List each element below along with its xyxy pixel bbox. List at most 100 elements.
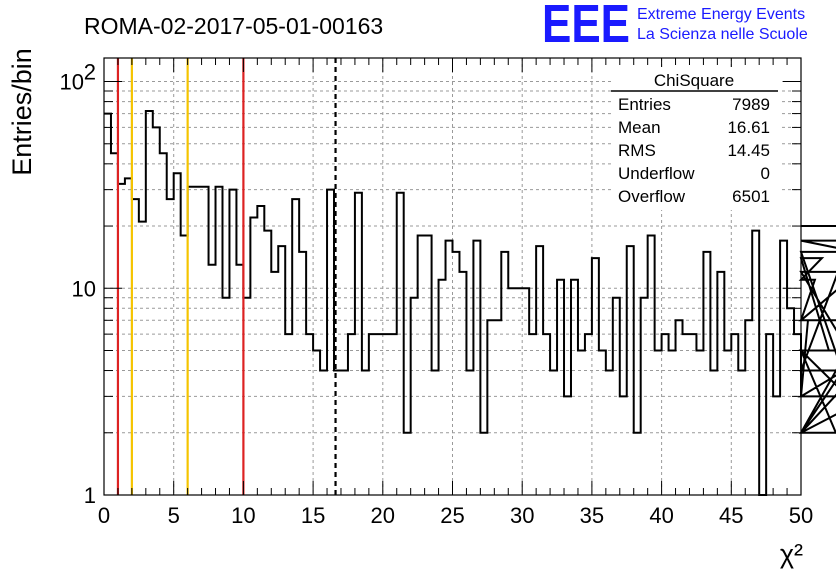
y-tick-label-exponent: 2 [84,60,96,85]
histogram-bin [696,351,703,495]
histogram-bin [752,231,759,495]
histogram-bin [355,193,362,495]
histogram-bin [383,334,390,495]
x-tick-label: 0 [98,503,110,528]
histogram-bin [167,199,174,495]
histogram-bin [599,351,606,495]
histogram-bin [369,334,376,495]
histogram-bin [689,334,696,495]
histogram-bin [564,396,571,495]
logo-eee: EEE [542,0,630,54]
histogram-bin [348,334,355,495]
histogram-bin [592,258,599,495]
histogram-bin [271,272,278,495]
histogram-bin [153,127,160,495]
histogram-bin [634,433,641,495]
histogram-bin [202,187,209,495]
x-tick-label: 5 [168,503,180,528]
histogram-bin [306,334,313,495]
stats-title: ChiSquare [654,71,734,90]
x-tick-label: 40 [649,503,673,528]
stats-box: ChiSquare Entries 7989 Mean 16.61 RMS 14.45 Un… [611,67,779,210]
histogram-bin [773,396,780,495]
histogram-bin [446,241,453,495]
histogram-bin [494,320,501,495]
stats-value: 7989 [732,95,770,114]
histogram-bin [160,153,167,495]
histogram-bin [780,241,787,495]
histogram-bin [515,288,522,495]
histogram-bin [418,236,425,495]
histogram-bin [473,241,480,495]
histogram-bin [508,288,515,495]
histogram-bin [425,236,432,495]
histogram-bin [543,334,550,495]
stats-label: Entries [618,95,671,114]
x-tick-label: 45 [719,503,743,528]
stats-value: 6501 [732,187,770,206]
histogram-bin [557,280,564,495]
histogram-bin [439,280,446,495]
y-tick-label: 10 [72,276,96,301]
histogram-bin [620,396,627,495]
histogram-bin [397,193,404,495]
histogram-bin [209,265,216,495]
histogram-bin [522,288,529,495]
histogram-bin [250,217,257,495]
histogram-bin [745,320,752,495]
y-tick-label: 10 [60,70,84,95]
histogram-bin [390,334,397,495]
axis-ticks [103,58,802,496]
x-tick-label: 30 [510,503,534,528]
histogram-bin [376,334,383,495]
logo-line1: Extreme Energy Events [637,6,805,23]
histogram-bin [480,433,487,495]
histogram-bin [229,190,236,495]
histogram-bin [676,320,683,495]
stats-value: 0 [761,164,770,183]
x-tick-label: 10 [231,503,255,528]
x-axis-title: χ² [780,539,803,569]
stats-label: Underflow [618,164,695,183]
stats-label: Mean [618,118,661,137]
histogram-bin [404,433,411,495]
reference-lines [116,58,337,495]
x-tick-label: 20 [371,503,395,528]
histogram-bin [529,334,536,495]
histogram-bin [578,351,585,495]
histogram-line [104,110,836,496]
y-axis-title: Entries/bin [7,48,37,176]
histogram-bin [487,320,494,495]
histogram-bin [216,187,223,495]
histogram-bin [766,334,773,495]
x-tick-label: 25 [440,503,464,528]
histogram-bin [195,187,202,495]
histogram-bin [264,231,271,495]
histogram-bin [327,190,334,495]
histogram-bin [571,280,578,495]
grid [104,58,801,495]
histogram-bin [655,351,662,495]
stats-label: Overflow [618,187,686,206]
histogram-bin [683,334,690,495]
histogram-bin [731,334,738,495]
y-tick-label: 1 [84,483,96,508]
histogram-bin [285,334,292,495]
x-tick-label: 50 [789,503,813,528]
logo-line2: La Scienza nelle Scuole [637,26,808,43]
chart-title: ROMA-02-2017-05-01-00163 [84,13,383,39]
histogram-bin [459,272,466,495]
histogram-bin [662,334,669,495]
histogram-bin [794,334,801,495]
x-tick-label: 35 [580,503,604,528]
histogram-bin [724,351,731,495]
histogram-bin [787,308,794,495]
histogram-bin [292,199,299,495]
eee-logo: EEE Extreme Energy Events La Scienza nel… [542,0,808,54]
histogram-bin [139,222,146,495]
histogram-bin [313,351,320,495]
histogram-bin [585,334,592,495]
histogram-bin [146,111,153,495]
